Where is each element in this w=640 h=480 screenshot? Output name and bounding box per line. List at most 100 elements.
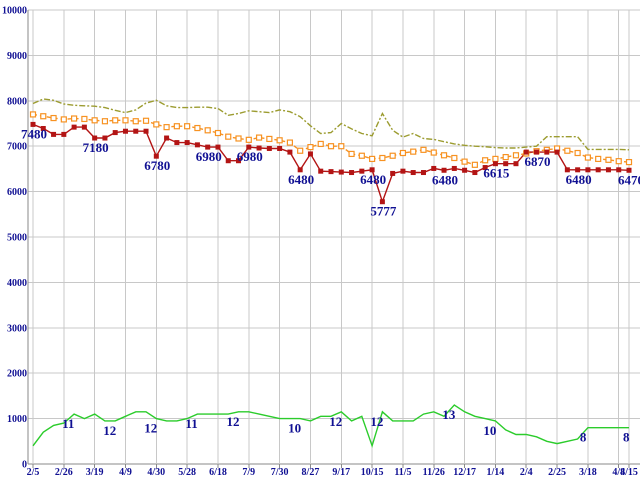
series-orange-marker [482,157,489,164]
series-orange-marker [317,140,324,148]
series-red-marker [523,149,529,155]
series-red-point-label: 7180 [83,140,109,155]
series-orange-marker [358,152,365,159]
series-orange-marker [389,152,396,159]
series-red-marker [318,168,324,174]
series-red-marker [595,167,601,173]
series-red-point-label: 6480 [288,172,314,187]
y-tick-label: 2000 [7,369,27,380]
series-orange-marker [91,117,98,124]
x-tick-label: 4/15 [620,467,638,478]
series-orange-marker [194,124,201,132]
series-green-point-label: 12 [329,414,342,429]
series-red-marker [71,124,77,130]
x-tick-label: 7/30 [271,467,289,478]
x-tick-label: 10/15 [361,467,384,478]
series-red-marker [205,144,211,150]
x-tick-label: 8/27 [302,467,320,478]
series-red-marker [225,158,231,164]
series-red-marker [462,167,468,173]
series-green-point-label: 12 [227,414,240,429]
x-tick-label: 5/28 [178,467,196,478]
series-red-marker [287,149,293,155]
series-orange-marker [595,155,602,163]
x-tick-label: 12/17 [453,467,476,478]
series-orange-marker [492,155,499,163]
series-orange-marker [142,117,150,124]
series-orange-marker [502,153,509,161]
series-red-marker [554,149,560,155]
series-orange-marker [379,154,386,162]
series-red-marker [40,125,46,131]
x-tick-label: 11/26 [423,467,445,478]
series-orange-marker [71,115,78,122]
series-red-marker [400,168,406,174]
series-orange-marker [461,158,468,165]
x-tick-label: 2/25 [548,467,566,478]
series-red-marker [492,161,498,167]
series-orange-marker [184,123,191,130]
y-tick-label: 8000 [7,96,27,107]
series-red-marker [534,149,540,155]
series-orange-marker [153,121,160,128]
series-orange-marker [255,134,263,141]
series-red-point-label: 6980 [237,149,263,164]
y-tick-label: 1000 [7,414,27,425]
series-red-marker [266,145,272,151]
series-red-marker [307,151,313,157]
series-orange-marker [327,143,335,150]
series-red-marker [215,144,221,150]
series-red-marker [420,170,426,176]
series-orange-marker [204,127,211,134]
series-red-marker [544,149,550,155]
y-tick-label: 6000 [7,187,27,198]
y-tick-label: 4000 [7,278,27,289]
series-red-marker [174,140,180,146]
series-red-marker [575,167,581,173]
series-red-marker [482,165,488,171]
series-red-marker [441,167,447,173]
series-red-point-label: 6480 [432,172,458,187]
series-orange-marker [625,158,633,166]
series-green-point-label: 10 [288,421,301,436]
series-orange-marker [173,123,180,130]
series-orange-marker [430,149,437,156]
series-red-marker [184,140,190,146]
series-green-point-label: 8 [623,430,630,445]
series-green-point-label: 11 [185,416,197,431]
x-tick-label: 4/8 [612,467,625,478]
series-orange-marker [245,136,252,143]
series-green-point-label: 13 [442,407,456,422]
series-red-marker [297,167,303,173]
series-red-marker [616,167,622,173]
series-orange-marker [214,129,222,137]
x-tick-label: 9/17 [332,467,350,478]
series-red-marker [164,135,170,141]
series-orange-marker [81,115,88,123]
series-red-marker [472,170,478,176]
series-red-marker [30,121,36,127]
series-red-point-label: 6480 [566,172,592,187]
series-red-marker [143,128,149,134]
series-red-marker [503,161,509,167]
series-red-marker [349,170,355,176]
series-orange-marker [163,124,170,131]
series-orange-marker [112,117,119,124]
x-tick-label: 2/4 [520,467,533,478]
series-orange-marker [286,139,293,146]
series-red-marker [194,142,200,148]
series-red-marker [61,131,67,137]
series-red-marker [328,169,334,175]
series-orange-marker [60,116,67,123]
series-orange-marker [420,146,427,153]
series-orange-marker [29,111,37,118]
series-red-marker [359,168,365,174]
series-red-marker [451,165,457,171]
series-red-point-label: 6480 [360,172,386,187]
series-red-marker [51,131,57,137]
series-green-point-label: 12 [103,423,116,438]
series-green-point-label: 10 [483,423,496,438]
series-orange-marker [276,137,283,144]
